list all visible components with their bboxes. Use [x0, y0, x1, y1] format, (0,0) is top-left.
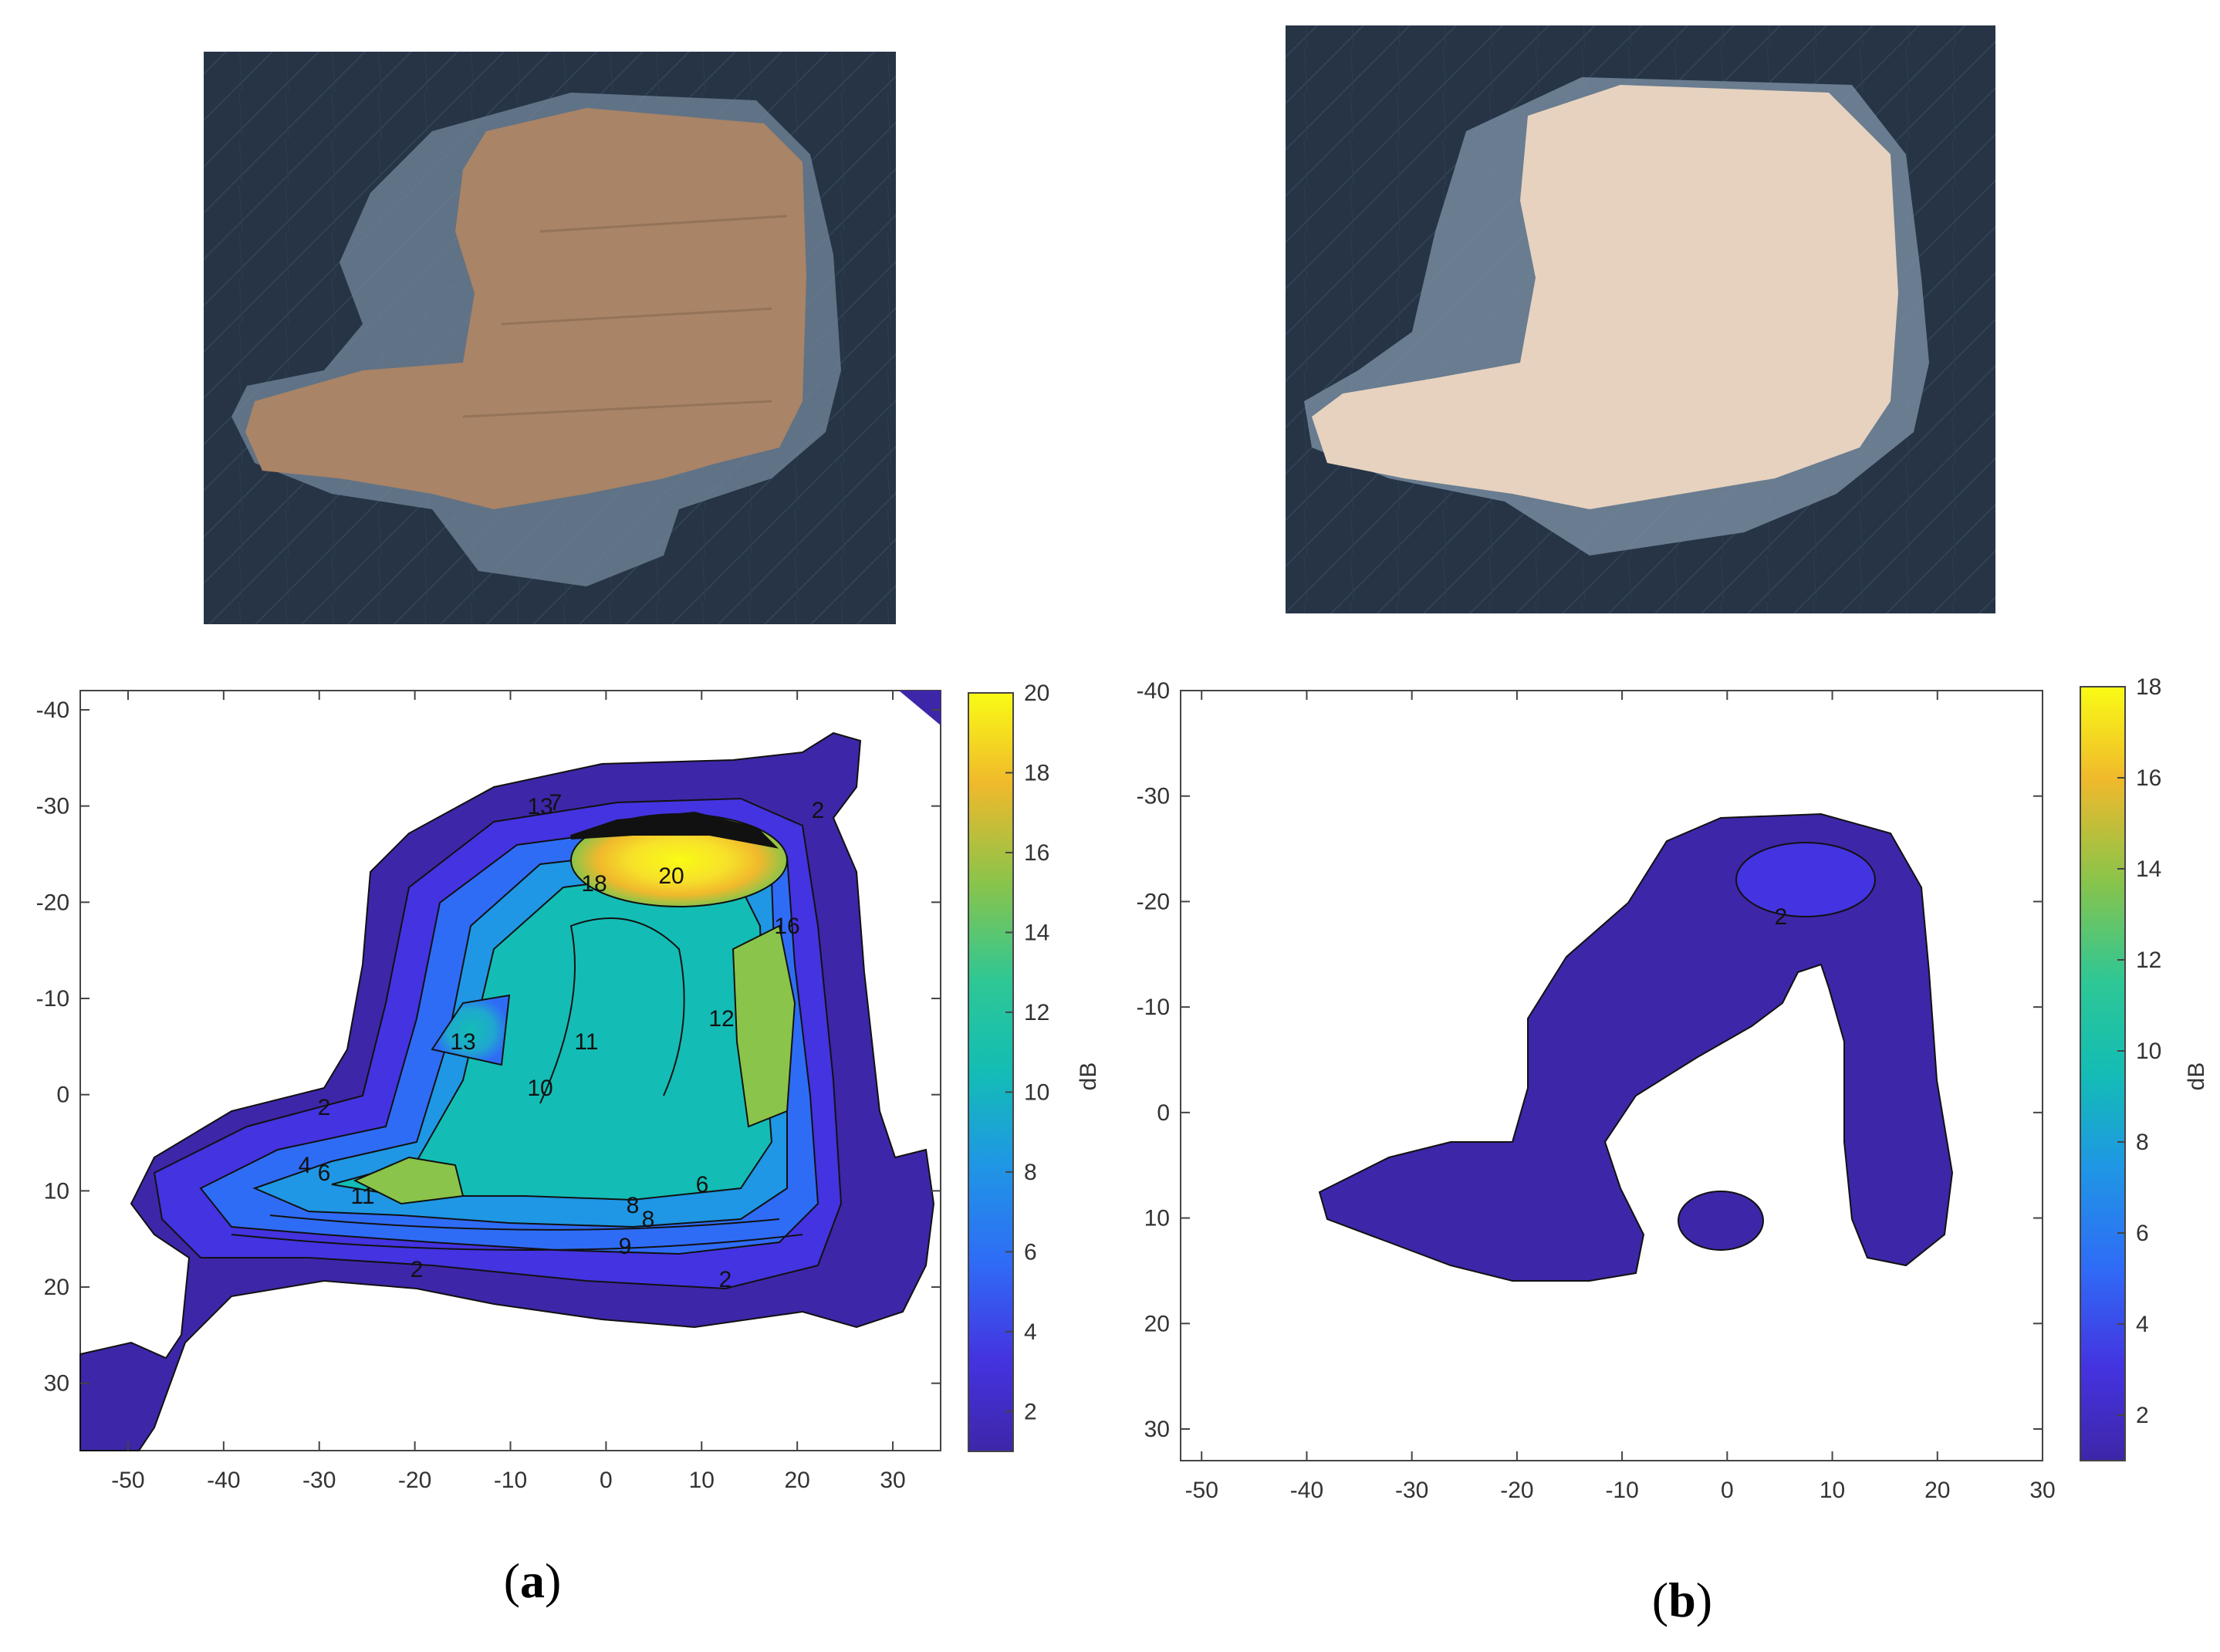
- plot-b-colorbar-tick-label: 4: [2136, 1312, 2149, 1337]
- plot-a-contour-label: 2: [411, 1257, 424, 1282]
- plot-b-ytick-label: 10: [1144, 1206, 1170, 1231]
- plot-b-ytick-label: 20: [1144, 1311, 1170, 1336]
- plot-b-colorbar-ticks: 2 4 6 8 10 12 14 16 18: [2117, 674, 2161, 1428]
- plot-a-contour-label: 2: [812, 798, 825, 823]
- plot-a-xtick-label: -50: [111, 1468, 144, 1493]
- plot-a-contour-label: 8: [642, 1207, 655, 1232]
- plot-a-ytick-label: 0: [56, 1083, 69, 1108]
- plot-a-xtick-label: 10: [689, 1468, 715, 1493]
- plot-a-ytick-label: 30: [44, 1371, 69, 1397]
- plot-b-ytick-label: 30: [1144, 1417, 1170, 1442]
- plot-a-contour-label: 6: [318, 1160, 331, 1186]
- plot-b-ytick-label: -10: [1137, 995, 1170, 1020]
- plot-a-contour-label: 2: [318, 1095, 331, 1120]
- plot-b-level-2-region: [1735, 842, 1876, 917]
- plot-a-colorbar-tick-label: 20: [1024, 681, 1049, 706]
- plot-b-contour-labels: 2: [1775, 904, 1788, 930]
- plot-a-contour-label: 16: [774, 914, 799, 939]
- plot-a-contour-label: 7: [549, 790, 563, 816]
- photo-b-adhesive: [1312, 85, 1898, 509]
- plot-b-xtick-label: -10: [1605, 1478, 1638, 1503]
- plot-a-contour-label: 6: [696, 1172, 709, 1198]
- plot-b-colorbar-tick-label: 18: [2136, 674, 2161, 700]
- plot-a-contour-label: 4: [299, 1153, 312, 1178]
- plot-a-colorbar-tick-label: 6: [1024, 1239, 1037, 1265]
- plot-b-colorbar-tick-label: 12: [2136, 948, 2161, 973]
- plot-a-colorbar-label: dB: [1076, 1062, 1101, 1091]
- plot-a-y-ticks: -40 -30 -20 -10 0 10 20 30: [36, 698, 941, 1397]
- plot-a-colorbar: [968, 692, 1014, 1452]
- plot-b-ytick-label: -30: [1137, 784, 1170, 809]
- plot-a-contour-label: 13: [527, 794, 552, 819]
- plot-a-contour-label: 8: [627, 1193, 640, 1218]
- plot-a-ytick-label: 10: [44, 1178, 69, 1204]
- plot-b-colorbar-tick-label: 10: [2136, 1039, 2161, 1064]
- plot-b-colorbar-label: dB: [2184, 1062, 2209, 1091]
- plot-a-contour-label: 11: [350, 1184, 374, 1209]
- plot-b-xtick-label: 30: [2029, 1478, 2055, 1503]
- plot-a-contour-label: 2: [719, 1267, 732, 1292]
- plot-b-ytick-label: 0: [1157, 1100, 1170, 1126]
- plot-b-contour-label: 2: [1775, 904, 1788, 930]
- plot-a-contour-label: 10: [527, 1076, 552, 1101]
- plot-a-contour-label: 13: [450, 1029, 475, 1055]
- plot-a-xtick-label: -30: [302, 1468, 336, 1493]
- plot-a-colorbar-tick-label: 4: [1024, 1319, 1037, 1345]
- plot-a-colorbar-tick-label: 18: [1024, 760, 1049, 785]
- plot-b-x-ticks: -50 -40 -30 -20 -10 0 10 20 30: [1185, 691, 2056, 1503]
- plot-b-colorbar-tick-label: 16: [2136, 765, 2161, 791]
- plot-a-corner-region: [899, 691, 941, 725]
- plot-a-xtick-label: 30: [880, 1468, 905, 1493]
- caption-a: (a): [504, 1553, 562, 1608]
- plot-a-ytick-label: -10: [36, 986, 69, 1012]
- plot-a-ytick-label: 20: [44, 1275, 69, 1300]
- plot-a-contour-label: 12: [708, 1006, 734, 1032]
- plot-a-xtick-label: -20: [398, 1468, 431, 1493]
- plot-a-colorbar-tick-label: 16: [1024, 840, 1049, 866]
- plot-a-colorbar-ticks: 2 4 6 8 10 12 14 16 18 20: [1005, 681, 1049, 1424]
- plot-a-ytick-label: -30: [36, 794, 69, 819]
- plot-a-contour-label: 20: [658, 863, 684, 889]
- plot-a-xtick-label: 20: [784, 1468, 809, 1493]
- plot-b-colorbar-tick-label: 2: [2136, 1403, 2149, 1428]
- contour-plot-b: 2 -50 -40 -30 -20 -10 0 10 20 30 -40 -30 -20 -10 0 10…: [1137, 674, 2209, 1503]
- plot-b-xtick-label: -20: [1500, 1478, 1533, 1503]
- plot-a-contour-label: 9: [619, 1234, 632, 1259]
- plot-a-colorbar-tick-label: 8: [1024, 1160, 1037, 1185]
- plot-b-level-1-region: [1318, 812, 1954, 1282]
- plot-b-xtick-label: 10: [1820, 1478, 1845, 1503]
- photo-b: [1286, 25, 1995, 613]
- plot-a-xtick-label: 0: [600, 1468, 613, 1493]
- plot-a-contour-label: 11: [574, 1029, 598, 1055]
- plot-a-xtick-label: -10: [494, 1468, 527, 1493]
- plot-b-colorbar: [2080, 686, 2126, 1461]
- plot-a-ytick-label: -20: [36, 890, 69, 915]
- plot-a-colorbar-tick-label: 12: [1024, 1000, 1049, 1025]
- plot-b-colorbar-tick-label: 8: [2136, 1130, 2149, 1155]
- plot-b-xtick-label: -40: [1290, 1478, 1323, 1503]
- plot-a-x-ticks: -50 -40 -30 -20 -10 0 10 20 30: [111, 691, 906, 1493]
- plot-b-xtick-label: -30: [1395, 1478, 1428, 1503]
- plot-b-y-ticks: -40 -30 -20 -10 0 10 20 30: [1137, 678, 2043, 1442]
- plot-a-ytick-label: -40: [36, 698, 69, 723]
- plot-a-colorbar-tick-label: 14: [1024, 920, 1049, 945]
- plot-b-colorbar-tick-label: 6: [2136, 1221, 2149, 1246]
- plot-b-colorbar-tick-label: 14: [2136, 856, 2161, 882]
- plot-a-xtick-label: -40: [207, 1468, 240, 1493]
- caption-b: (b): [1652, 1573, 1712, 1627]
- photo-a: [204, 52, 896, 624]
- plot-b-ytick-label: -20: [1137, 889, 1170, 914]
- plot-a-contour-label: 18: [581, 871, 607, 897]
- plot-a-colorbar-tick-label: 10: [1024, 1079, 1049, 1105]
- plot-b-xtick-label: -50: [1185, 1478, 1218, 1503]
- plot-b-xtick-label: 20: [1924, 1478, 1950, 1503]
- plot-a-colorbar-tick-label: 2: [1024, 1399, 1037, 1424]
- plot-b-small-island: [1678, 1191, 1764, 1251]
- plot-b-ytick-label: -40: [1137, 678, 1170, 704]
- photo-a-adhesive: [245, 108, 806, 509]
- plot-b-xtick-label: 0: [1721, 1478, 1734, 1503]
